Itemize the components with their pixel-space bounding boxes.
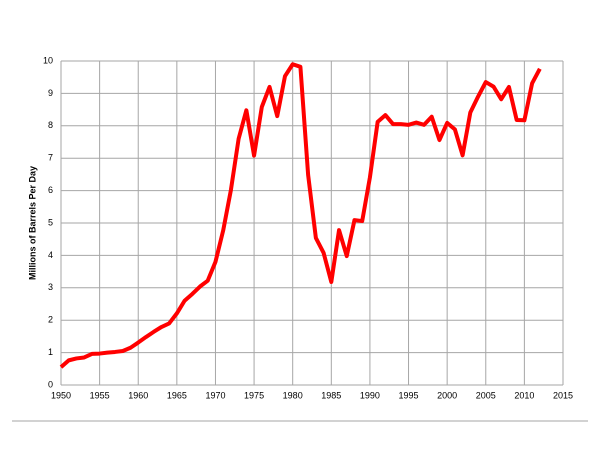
x-tick-label: 1995 <box>399 390 419 400</box>
y-tick-label: 2 <box>48 315 53 325</box>
y-tick-label: 0 <box>48 379 53 389</box>
y-tick-label: 6 <box>48 185 53 195</box>
y-tick-label: 3 <box>48 282 53 292</box>
x-tick-label: 1990 <box>360 390 380 400</box>
x-tick-label: 1985 <box>321 390 341 400</box>
x-tick-label: 1965 <box>167 390 187 400</box>
y-axis-label: Millions of Barrels Per Day <box>27 166 37 280</box>
y-tick-label: 8 <box>48 120 53 130</box>
x-tick-label: 2000 <box>437 390 457 400</box>
data-line <box>59 62 542 369</box>
x-tick-label: 1950 <box>51 390 71 400</box>
x-tick-label: 2010 <box>514 390 534 400</box>
y-tick-label: 1 <box>48 347 53 357</box>
y-tick-label: 5 <box>48 217 53 227</box>
x-tick-label: 2015 <box>553 390 573 400</box>
x-tick-label: 1970 <box>205 390 225 400</box>
y-tick-label: 7 <box>48 153 53 163</box>
y-tick-label: 10 <box>43 55 53 65</box>
x-tick-label: 1955 <box>90 390 110 400</box>
y-tick-label: 9 <box>48 88 53 98</box>
x-tick-label: 1980 <box>283 390 303 400</box>
x-tick-label: 1960 <box>128 390 148 400</box>
x-tick-label: 2005 <box>476 390 496 400</box>
x-tick-label: 1975 <box>244 390 264 400</box>
y-tick-label: 4 <box>48 250 53 260</box>
